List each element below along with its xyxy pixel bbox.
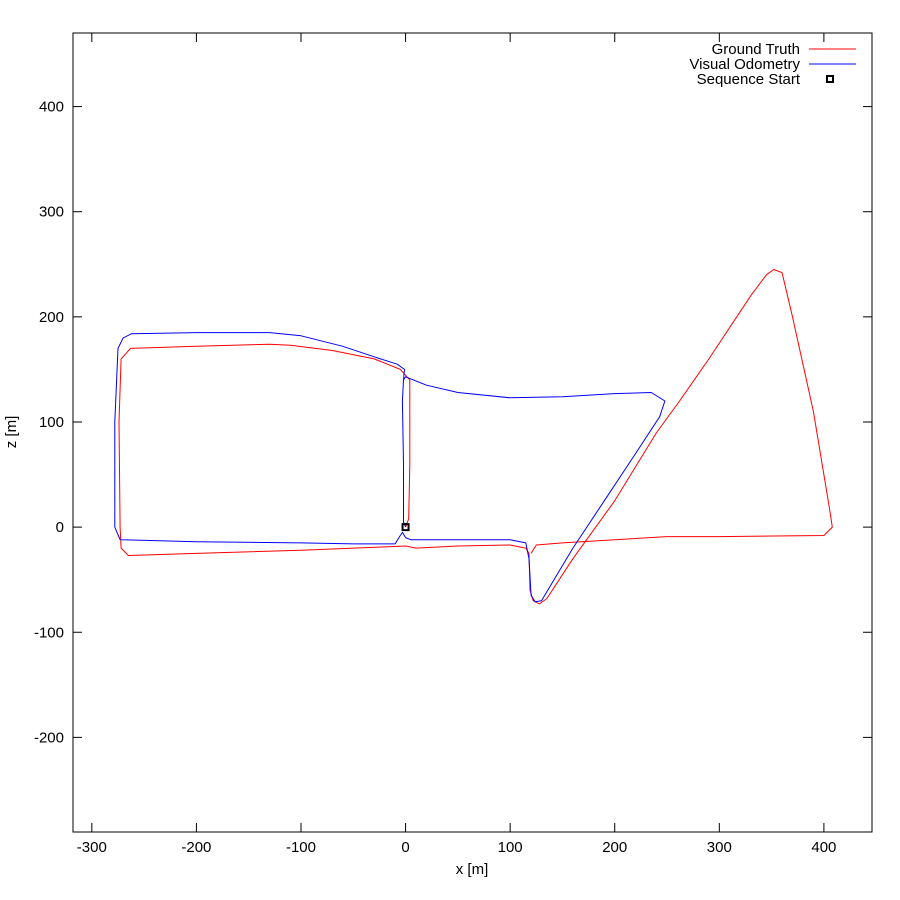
series-line-ground-truth bbox=[118, 269, 833, 605]
x-axis-label: x [m] bbox=[456, 861, 489, 878]
series-line-visual-odometry bbox=[114, 332, 666, 603]
legend: Ground Truth Visual Odometry Sequence St… bbox=[689, 41, 856, 88]
x-tick-label: 200 bbox=[602, 839, 627, 856]
plot-frame bbox=[72, 32, 873, 833]
y-tick-label: 200 bbox=[39, 309, 64, 326]
sequence-start-marker bbox=[401, 523, 410, 532]
y-tick-label: 400 bbox=[39, 99, 64, 116]
legend-label-visual-odometry: Visual Odometry bbox=[689, 56, 800, 73]
x-tick-label: 100 bbox=[498, 839, 523, 856]
x-tick-label: -100 bbox=[286, 839, 316, 856]
y-tick-label: 100 bbox=[39, 414, 64, 431]
x-tick-label: 0 bbox=[401, 839, 409, 856]
legend-label-ground-truth: Ground Truth bbox=[712, 41, 800, 58]
legend-swatch-sequence-start bbox=[826, 75, 834, 83]
marker-layer bbox=[401, 523, 410, 532]
x-tick-label: -200 bbox=[181, 839, 211, 856]
y-tick-label: -100 bbox=[34, 624, 64, 641]
legend-label-sequence-start: Sequence Start bbox=[697, 71, 801, 88]
x-axis-ticks: -300 -200 -100 0 100 200 300 400 bbox=[77, 33, 836, 856]
series-layer bbox=[114, 269, 833, 605]
x-tick-label: -300 bbox=[77, 839, 107, 856]
x-tick-label: 400 bbox=[811, 839, 836, 856]
x-tick-label: 300 bbox=[707, 839, 732, 856]
y-axis-ticks: -200 -100 0 100 200 300 400 bbox=[34, 99, 872, 746]
y-tick-label: -200 bbox=[34, 729, 64, 746]
y-axis-label: z [m] bbox=[3, 416, 20, 449]
y-tick-label: 300 bbox=[39, 204, 64, 221]
y-tick-label: 0 bbox=[56, 519, 64, 536]
